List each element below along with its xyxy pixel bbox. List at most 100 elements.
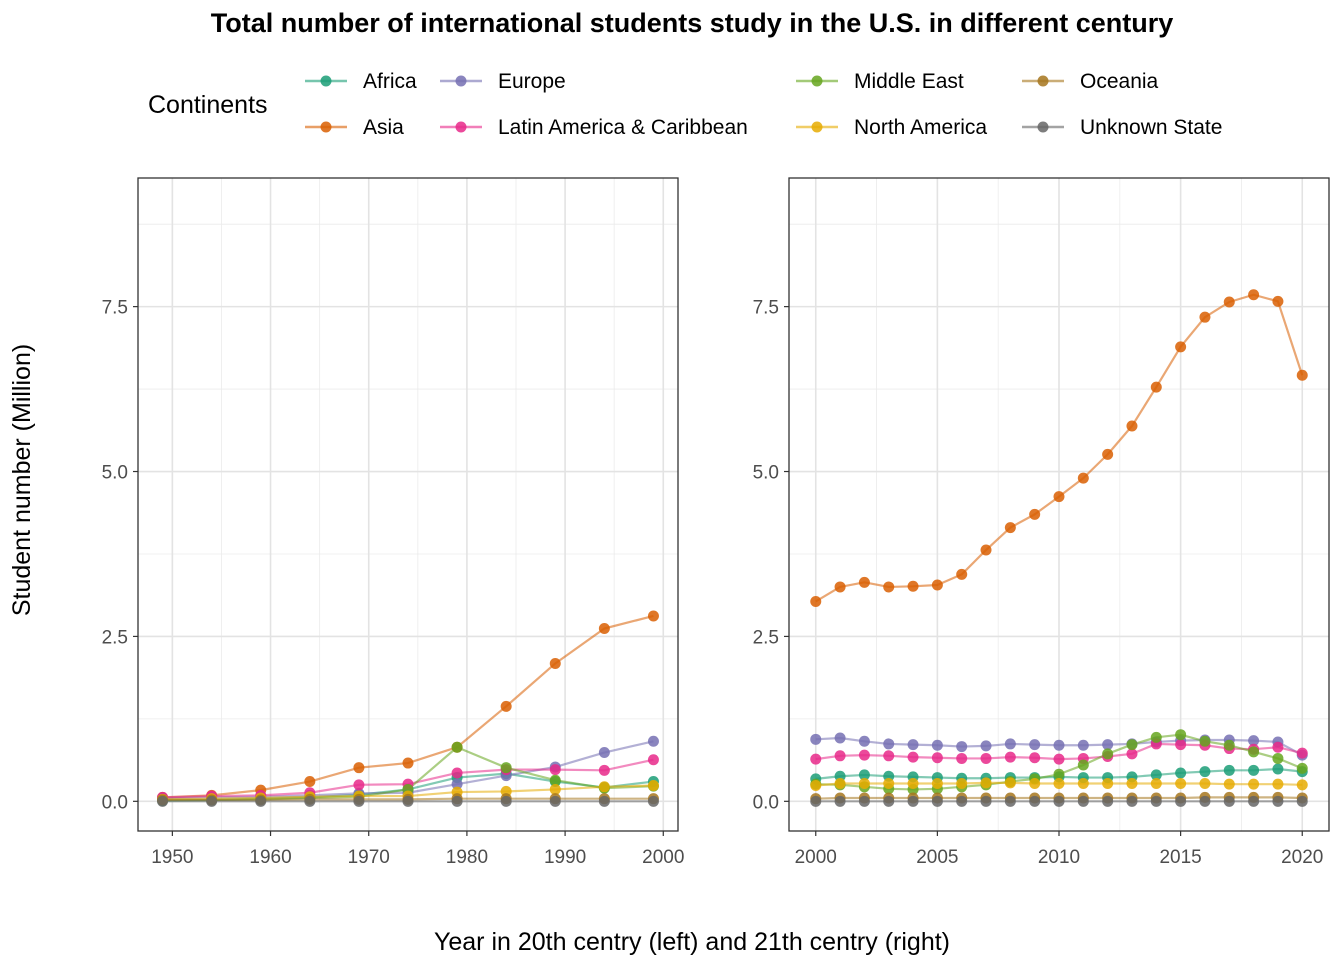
data-point-asia [647,610,659,622]
legend-key-point [320,75,332,87]
x-tick-label: 2010 [1038,847,1080,868]
data-point-latin-america-and-caribbean [1272,741,1284,753]
x-axis-title: Year in 20th centry (left) and 21th cent… [434,928,950,956]
data-point-middle-east [1126,739,1138,751]
data-point-europe [598,747,610,759]
data-point-unknown-state [931,795,943,807]
data-point-north-america [1029,778,1041,790]
data-point-africa [858,769,870,781]
data-point-asia [1223,296,1235,308]
data-point-north-america [1102,778,1114,790]
panel-border [788,177,1330,832]
legend-key-point [1037,75,1049,87]
data-point-north-america [1199,778,1211,790]
panel-background [138,178,678,831]
data-point-unknown-state [1175,795,1187,807]
data-point-asia [500,700,512,712]
data-point-north-america [1272,778,1284,790]
y-tick-label: 5.0 [102,463,128,484]
data-point-unknown-state [810,795,822,807]
data-point-latin-america-and-caribbean [931,752,943,764]
data-point-unknown-state [1296,795,1308,807]
data-point-latin-america-and-caribbean [907,751,919,763]
x-tick-label: 2000 [795,847,837,868]
data-point-middle-east [1053,768,1065,780]
data-point-middle-east [1102,748,1114,760]
data-point-unknown-state [402,795,414,807]
data-point-europe [1053,739,1065,751]
data-point-latin-america-and-caribbean [956,752,968,764]
data-point-unknown-state [206,795,218,807]
data-point-europe [1077,739,1089,751]
data-point-europe [858,735,870,747]
data-point-north-america [1296,779,1308,791]
legend-entry-latin-america-and-caribbean: Latin America & Caribbean [440,116,748,139]
data-point-unknown-state [907,795,919,807]
panel-left: 0.0 2.5 5.0 7.5 1950 1960 1970 1980 1990 2000 [102,177,684,868]
data-point-north-america [810,779,822,791]
legend-label: Middle East [854,70,964,93]
legend-label: Africa [363,70,417,93]
data-point-north-america [980,777,992,789]
data-point-unknown-state [647,795,659,807]
data-point-asia [549,657,561,669]
data-point-unknown-state [834,795,846,807]
data-point-north-america [956,778,968,790]
data-point-unknown-state [255,795,267,807]
data-point-africa [1199,766,1211,778]
data-point-asia [931,579,943,591]
data-point-asia [956,568,968,580]
data-point-middle-east [1175,729,1187,741]
legend-label: Oceania [1080,70,1159,93]
data-point-europe [1029,739,1041,751]
data-point-latin-america-and-caribbean [1175,739,1187,751]
data-point-unknown-state [1272,795,1284,807]
data-point-latin-america-and-caribbean [1126,748,1138,760]
data-point-middle-east [1296,762,1308,774]
x-tick-label: 1990 [544,847,586,868]
data-point-middle-east [1248,746,1260,758]
x-tick-label: 2005 [916,847,958,868]
data-point-unknown-state [1199,795,1211,807]
data-point-middle-east [1199,735,1211,747]
data-point-unknown-state [157,795,169,807]
data-point-middle-east [1150,731,1162,743]
data-point-north-america [1175,778,1187,790]
data-point-europe [1102,739,1114,751]
data-point-middle-east [500,762,512,774]
data-point-unknown-state [304,795,316,807]
data-point-europe [980,740,992,752]
data-point-north-america [598,781,610,793]
data-point-latin-america-and-caribbean [1029,752,1041,764]
data-point-north-america [1248,778,1260,790]
legend-entry-africa: Africa [305,70,417,93]
legend-key-point [455,75,467,87]
data-point-latin-america-and-caribbean [883,750,895,762]
data-point-north-america [1223,778,1235,790]
data-point-asia [1296,369,1308,381]
data-point-latin-america-and-caribbean [451,767,463,779]
y-tick-label: 0.0 [753,792,779,813]
data-point-latin-america-and-caribbean [858,749,870,761]
data-point-middle-east [549,774,561,786]
data-point-unknown-state [883,795,895,807]
legend-label: Latin America & Caribbean [498,116,748,139]
legend-label: Asia [363,116,404,139]
data-point-asia [598,623,610,635]
data-point-latin-america-and-caribbean [1004,751,1016,763]
data-point-africa [1223,764,1235,776]
x-tick-label: 1970 [348,847,390,868]
data-point-north-america [883,778,895,790]
data-point-unknown-state [1004,795,1016,807]
x-tick-label: 1960 [249,847,291,868]
data-point-north-america [549,783,561,795]
data-point-asia [402,757,414,769]
legend: Continents Africa Asia Europe Latin America… [148,70,1222,139]
data-point-asia [1004,522,1016,534]
y-tick-label: 2.5 [753,627,779,648]
data-point-unknown-state [1248,795,1260,807]
data-point-asia [1175,341,1187,353]
data-point-north-america [1053,778,1065,790]
data-point-middle-east [1077,759,1089,771]
legend-entry-europe: Europe [440,70,566,93]
